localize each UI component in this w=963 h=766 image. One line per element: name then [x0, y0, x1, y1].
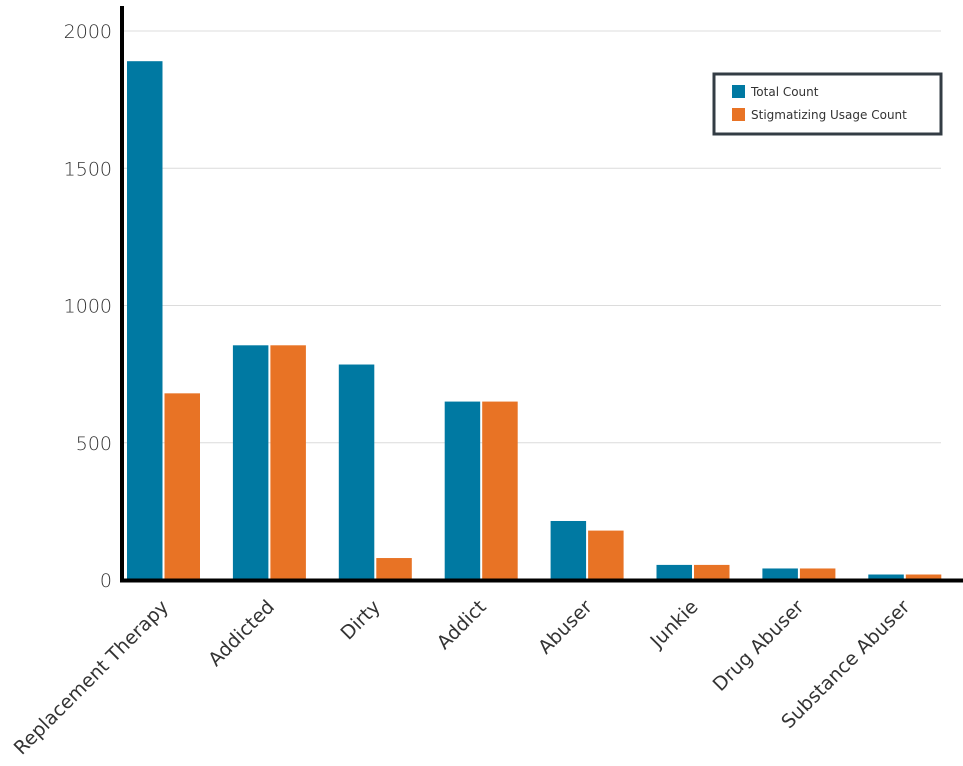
legend-box: [712, 72, 943, 136]
bar-stigmatizing: [376, 558, 412, 580]
legend-label-stigmatizing: Stigmatizing Usage Count: [751, 108, 907, 122]
bar-total: [762, 568, 798, 580]
bar-stigmatizing: [694, 564, 730, 580]
bar-stigmatizing: [270, 345, 306, 580]
legend: Total Count Stigmatizing Usage Count: [712, 72, 943, 136]
gridlines: [122, 30, 941, 444]
y-tick-label: 1000: [64, 296, 112, 318]
bar-total: [127, 61, 163, 580]
bar-total: [550, 520, 587, 580]
x-tick-label: Drug Abuser: [709, 596, 809, 696]
x-tick-label: Addict: [433, 596, 491, 654]
bar-stigmatizing: [905, 574, 942, 580]
y-tick-label: 2000: [64, 21, 112, 43]
legend-swatch-total: [732, 85, 745, 98]
bar-stigmatizing: [588, 530, 624, 580]
x-tick-label: Abuser: [534, 596, 597, 659]
bar-stigmatizing: [482, 401, 518, 580]
bar-stigmatizing: [164, 393, 200, 580]
y-tick-label: 1500: [64, 158, 112, 180]
y-tick-label: 0: [100, 570, 112, 592]
legend-swatch-stigmatizing: [732, 108, 745, 121]
x-axis-labels: Replacement Therapy Addicted Dirty Addict Ab…: [10, 596, 915, 759]
x-tick-label: Dirty: [336, 596, 384, 644]
bar-total: [656, 564, 692, 580]
y-tick-label: 500: [76, 433, 112, 455]
bars: [127, 61, 942, 580]
y-axis-ticks: 0 500 1000 1500 2000: [64, 21, 112, 592]
bar-total: [444, 401, 481, 580]
bar-total: [338, 364, 375, 580]
bar-total: [232, 345, 269, 580]
x-tick-label: Junkie: [645, 596, 702, 653]
bar-total: [868, 574, 904, 580]
legend-label-total: Total Count: [750, 85, 819, 99]
bar-stigmatizing: [799, 568, 836, 580]
x-tick-label: Addicted: [204, 596, 279, 671]
x-tick-label: Replacement Therapy: [10, 596, 173, 759]
